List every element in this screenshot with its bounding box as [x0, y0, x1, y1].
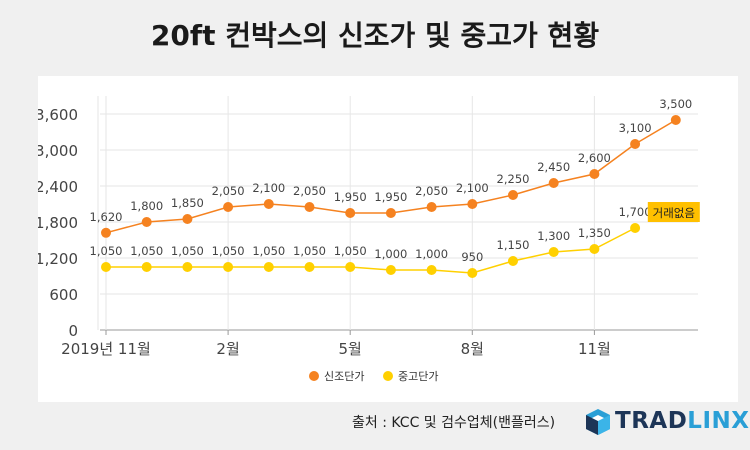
- data-point-2: [630, 223, 641, 233]
- data-point-2: [467, 268, 478, 278]
- chart-title: 20ft 컨박스의 신조가 및 중고가 현황: [150, 19, 600, 52]
- data-label-1: 3,100: [619, 121, 652, 135]
- data-point-1: [630, 139, 641, 149]
- data-point-1: [548, 178, 559, 188]
- data-point-2: [182, 262, 193, 272]
- y-tick-label: 3,000: [38, 142, 78, 160]
- logo-text-trad: TRAD: [615, 408, 688, 434]
- data-point-2: [101, 262, 111, 272]
- data-label-1: 2,600: [578, 151, 611, 165]
- data-label-1: 1,950: [334, 190, 367, 204]
- y-tick-label: 0: [68, 322, 78, 340]
- tradlinx-logo: TRADLINX: [584, 406, 749, 438]
- series-line-2: [106, 227, 636, 274]
- legend-marker-1: [309, 371, 319, 381]
- data-label-1: 2,250: [497, 172, 530, 186]
- data-label-1: 2,450: [537, 160, 570, 174]
- data-point-2: [589, 244, 600, 254]
- data-point-2: [141, 262, 152, 272]
- legend-label-1: 신조단가: [324, 370, 364, 383]
- no-trade-badge: [647, 202, 700, 222]
- data-label-2: 950: [461, 250, 483, 264]
- data-label-1: 2,050: [415, 184, 448, 198]
- data-point-1: [182, 214, 193, 224]
- data-point-2: [263, 262, 274, 272]
- data-point-2: [223, 262, 234, 272]
- data-point-1: [263, 199, 274, 209]
- legend-label-2: 중고단가: [398, 370, 438, 383]
- data-point-1: [304, 202, 315, 212]
- no-trade-label: 거래없음: [653, 206, 695, 220]
- data-label-1: 1,620: [90, 210, 123, 224]
- x-tick-label: 2월: [216, 340, 239, 358]
- data-label-2: 1,050: [212, 244, 245, 258]
- data-point-2: [548, 247, 559, 257]
- data-label-1: 2,100: [456, 181, 489, 195]
- data-label-1: 2,100: [252, 181, 285, 195]
- chart-panel: 0 600 1,200 1,800 2,400 3,000 3,600 2019년 11월 2월…: [38, 76, 738, 402]
- x-tick-label: 8월: [461, 340, 484, 358]
- line-chart: 0 600 1,200 1,800 2,400 3,000 3,600 2019년 11월 2월…: [38, 96, 700, 383]
- data-point-2: [426, 265, 437, 275]
- y-tick-label: 1,800: [38, 214, 78, 232]
- data-point-1: [467, 199, 478, 209]
- data-label-2: 1,150: [497, 238, 530, 252]
- data-label-2: 1,300: [537, 229, 570, 243]
- data-point-1: [141, 217, 152, 227]
- data-point-1: [345, 208, 356, 218]
- data-label-2: 1,050: [334, 244, 367, 258]
- data-label-1: 1,950: [374, 190, 407, 204]
- data-label-2: 1,050: [130, 244, 163, 258]
- legend-marker-2: [383, 371, 393, 381]
- y-tick-label: 600: [49, 286, 78, 304]
- y-tick-label: 2,400: [38, 178, 78, 196]
- tradlinx-logo-icon: [586, 409, 610, 435]
- data-point-1: [385, 208, 396, 218]
- source-note: 출처 : KCC 및 검수업체(밴플러스): [352, 415, 556, 431]
- data-label-1: 3,500: [659, 97, 692, 111]
- data-point-2: [345, 262, 356, 272]
- x-tick-label: 2019년 11월: [61, 340, 151, 358]
- data-label-2: 1,050: [252, 244, 285, 258]
- data-point-2: [385, 265, 396, 275]
- data-label-2: 1,350: [578, 226, 611, 240]
- data-point-1: [589, 169, 600, 179]
- data-label-2: 1,050: [171, 244, 204, 258]
- x-tick-label: 5월: [339, 340, 362, 358]
- data-label-1: 2,050: [212, 184, 245, 198]
- logo-text-linx: LINX: [687, 408, 750, 434]
- data-label-2: 1,000: [374, 247, 407, 261]
- data-label-1: 2,050: [293, 184, 326, 198]
- data-label-2: 1,050: [90, 244, 123, 258]
- y-tick-label: 1,200: [38, 250, 78, 268]
- x-tick-label: 11월: [578, 340, 611, 358]
- data-label-1: 1,850: [171, 196, 204, 210]
- data-point-1: [508, 190, 518, 200]
- data-label-1: 1,800: [130, 199, 163, 213]
- data-point-1: [426, 202, 437, 212]
- data-label-2: 1,700: [619, 205, 652, 219]
- data-point-1: [101, 227, 111, 238]
- data-label-2: 1,050: [293, 244, 326, 258]
- data-point-1: [223, 202, 234, 212]
- data-label-2: 1,000: [415, 247, 448, 261]
- data-point-2: [304, 262, 315, 272]
- data-point-1: [670, 115, 681, 125]
- y-tick-label: 3,600: [38, 106, 78, 124]
- data-point-2: [508, 256, 518, 266]
